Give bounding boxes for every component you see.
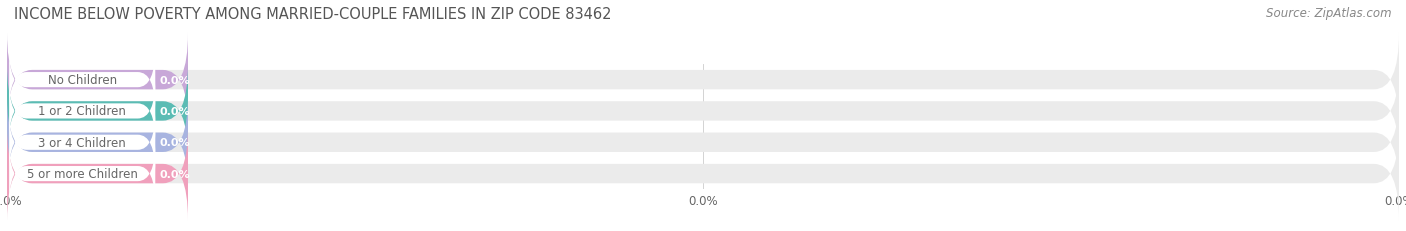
FancyBboxPatch shape — [7, 34, 1399, 127]
FancyBboxPatch shape — [7, 127, 188, 220]
FancyBboxPatch shape — [7, 96, 188, 189]
FancyBboxPatch shape — [7, 96, 1399, 189]
FancyBboxPatch shape — [7, 65, 1399, 158]
FancyBboxPatch shape — [7, 127, 1399, 220]
FancyBboxPatch shape — [8, 80, 155, 143]
Text: 1 or 2 Children: 1 or 2 Children — [38, 105, 127, 118]
Text: 3 or 4 Children: 3 or 4 Children — [38, 136, 127, 149]
FancyBboxPatch shape — [7, 34, 188, 127]
Text: Source: ZipAtlas.com: Source: ZipAtlas.com — [1267, 7, 1392, 20]
Text: 0.0%: 0.0% — [159, 138, 190, 148]
FancyBboxPatch shape — [7, 65, 188, 158]
Text: INCOME BELOW POVERTY AMONG MARRIED-COUPLE FAMILIES IN ZIP CODE 83462: INCOME BELOW POVERTY AMONG MARRIED-COUPL… — [14, 7, 612, 22]
FancyBboxPatch shape — [8, 49, 155, 112]
FancyBboxPatch shape — [8, 142, 155, 206]
Text: 0.0%: 0.0% — [159, 75, 190, 85]
Text: 0.0%: 0.0% — [159, 169, 190, 179]
FancyBboxPatch shape — [8, 111, 155, 174]
Text: 0.0%: 0.0% — [159, 106, 190, 116]
Text: 5 or more Children: 5 or more Children — [27, 167, 138, 180]
Text: No Children: No Children — [48, 74, 117, 87]
